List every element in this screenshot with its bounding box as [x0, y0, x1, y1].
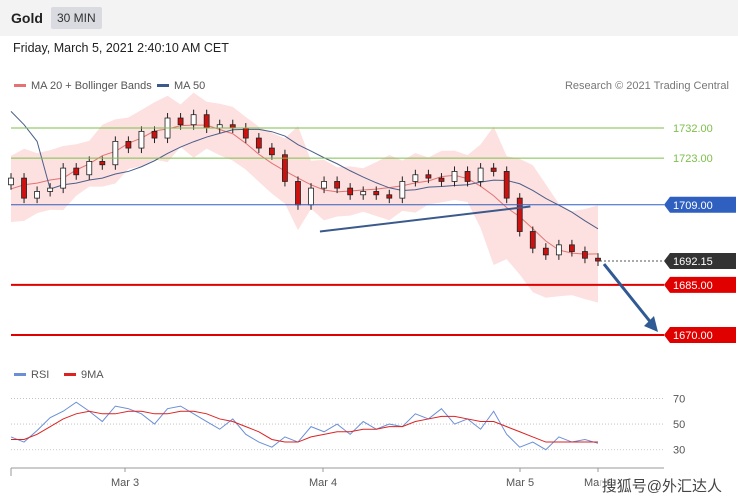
candle-body	[138, 130, 145, 149]
level-label: 1732.00	[673, 123, 713, 135]
level-label: 1685.00	[673, 280, 713, 292]
ma50-swatch	[157, 83, 169, 87]
candle-body	[216, 124, 223, 129]
legend-label: 9MA	[81, 369, 104, 381]
rsi-line	[10, 401, 599, 451]
candle-body	[490, 167, 497, 172]
ma20-swatch	[14, 83, 26, 87]
rsi-ma-line	[11, 410, 598, 443]
candle-body	[399, 181, 406, 199]
candle-body	[229, 124, 236, 129]
candle-body	[47, 187, 54, 192]
x-tick-label: Mar 3	[111, 477, 139, 489]
ma20-line	[10, 124, 599, 255]
legend-label: MA 20 + Bollinger Bands	[31, 80, 152, 92]
level-tag	[664, 276, 736, 293]
candle-body	[8, 177, 14, 186]
candle-body	[438, 177, 445, 182]
level-label: 1670.00	[673, 330, 713, 342]
price-legend-ma50: MA 50	[157, 80, 205, 92]
candle-body	[112, 140, 119, 166]
candle-body	[308, 187, 314, 206]
candle-body	[555, 244, 562, 256]
candle-body	[386, 194, 393, 199]
candle-body	[190, 114, 197, 126]
candle-body	[595, 257, 601, 262]
rsi-legend-rsi: RSI	[14, 369, 49, 381]
credit-text: Research © 2021 Trading Central	[564, 80, 729, 92]
candle-body	[516, 197, 523, 232]
candle-body	[73, 167, 80, 176]
rsi-tick-label: 50	[673, 419, 685, 431]
candle-body	[373, 191, 380, 196]
candle-body	[321, 181, 327, 189]
candle-body	[477, 167, 484, 182]
legend-label: RSI	[31, 369, 50, 381]
price-legend-ma20: MA 20 + Bollinger Bands	[14, 80, 152, 92]
candle-body	[21, 177, 27, 199]
candle-body	[177, 117, 184, 126]
candle-body	[334, 181, 341, 189]
candle-body	[242, 127, 249, 139]
rsi-tick-label: 30	[673, 445, 685, 457]
x-tick-label: Mar 4	[309, 477, 337, 489]
level-tag	[664, 196, 736, 213]
candle-body	[86, 161, 93, 176]
chart-datetime: Friday, March 5, 2021 2:40:10 AM CET	[13, 41, 229, 55]
candle-body	[99, 161, 106, 166]
candle-body	[569, 244, 575, 252]
level-tag	[664, 253, 736, 270]
candle-body	[451, 171, 458, 182]
candle-body	[412, 174, 419, 182]
rsi-legend-ma: 9MA	[64, 369, 104, 381]
level-label: 1692.15	[673, 256, 713, 268]
rsi-ma-swatch	[64, 372, 76, 376]
candle-body	[464, 171, 471, 182]
forecast-arrow	[602, 263, 654, 325]
candle-body	[60, 167, 67, 189]
candle-body	[125, 140, 132, 149]
candle-body	[347, 187, 354, 196]
level-tag	[664, 326, 736, 343]
candle-body	[295, 181, 301, 206]
bollinger-band	[11, 92, 598, 303]
level-label: 1709.00	[673, 200, 713, 212]
candle-body	[542, 247, 549, 256]
ma50-line	[10, 111, 599, 230]
instrument-title: Gold	[11, 10, 43, 26]
x-tick-label: Mar 5	[506, 477, 534, 489]
rsi-swatch	[14, 372, 26, 376]
chart-header: Gold 30 MIN	[0, 0, 738, 36]
trendline	[319, 205, 531, 233]
candle-body	[203, 114, 210, 129]
candle-body	[529, 231, 536, 249]
timeframe-badge[interactable]: 30 MIN	[51, 7, 102, 29]
candle-body	[151, 130, 158, 139]
level-label: 1723.00	[673, 153, 713, 165]
candle-body	[360, 191, 367, 196]
forecast-arrow-head	[644, 315, 658, 332]
candle-body	[582, 251, 588, 259]
rsi-tick-label: 70	[673, 393, 685, 405]
candle-body	[503, 171, 510, 199]
candle-body	[282, 154, 288, 182]
candle-body	[255, 137, 262, 149]
candle-body	[425, 174, 432, 179]
candle-body	[34, 191, 40, 199]
candle-body	[268, 147, 275, 156]
legend-label: MA 50	[174, 80, 206, 92]
watermark: 搜狐号@外汇达人	[599, 474, 724, 497]
